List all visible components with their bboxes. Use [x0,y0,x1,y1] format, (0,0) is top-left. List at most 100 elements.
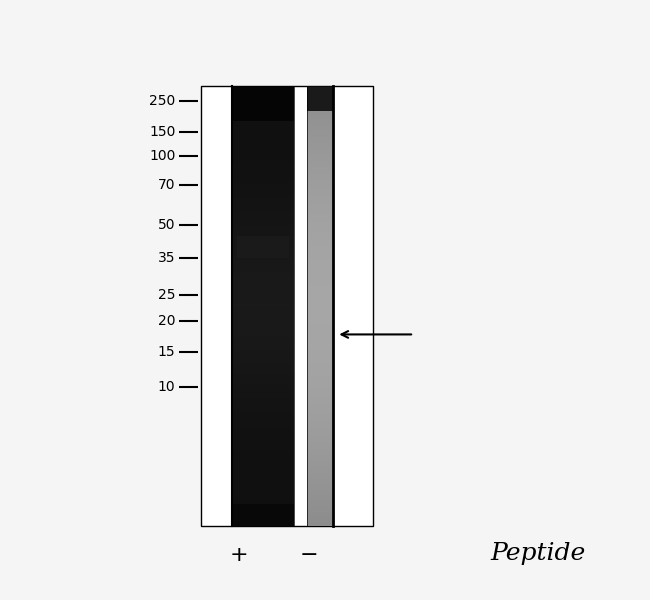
Bar [232,268,294,271]
Bar [307,356,333,359]
Bar [307,409,333,412]
Bar [232,453,294,455]
Bar [232,115,294,117]
Bar [232,392,294,394]
Bar [307,499,333,502]
Bar [307,158,333,161]
Bar [307,288,333,290]
Bar [307,128,333,130]
Bar [307,449,333,451]
Bar [307,124,333,125]
Bar [232,317,294,319]
Bar [307,407,333,409]
Bar [307,363,333,365]
Bar [307,482,333,484]
Bar [232,167,294,170]
Bar [307,455,333,458]
Bar [307,203,333,205]
Bar [307,262,333,264]
Bar [232,251,294,253]
Bar [232,422,294,425]
Bar [232,497,294,499]
Bar [307,462,333,464]
Bar [307,471,333,473]
Bar [232,205,294,207]
Bar [307,379,333,380]
Bar [232,495,294,497]
Bar [201,86,372,526]
Bar [307,253,333,256]
Bar [307,389,333,392]
Bar [307,323,333,326]
Bar [307,194,333,196]
Bar [232,396,294,398]
Bar [232,451,294,453]
Bar [307,446,333,449]
Bar [232,359,294,361]
Bar [307,510,333,512]
Bar [307,519,333,521]
Bar [307,223,333,224]
Bar [307,244,333,247]
Bar [307,429,333,431]
Bar [307,361,333,363]
Bar [232,462,294,464]
Bar [307,161,333,163]
Bar [232,412,294,413]
Bar [307,347,333,350]
Bar [307,431,333,433]
Bar [307,493,333,495]
Bar [307,475,333,477]
Bar [307,167,333,170]
Bar [307,416,333,418]
Bar [307,260,333,262]
Bar [307,385,333,387]
Bar [232,262,294,264]
Bar [307,86,333,526]
Bar [232,178,294,181]
Bar [232,517,294,519]
Bar [232,367,294,370]
Bar [307,231,333,233]
Bar [307,387,333,389]
Bar [307,367,333,370]
Bar [232,330,294,332]
Bar [307,442,333,445]
Bar [232,365,294,367]
Bar [232,343,294,346]
Bar [232,503,294,526]
Bar [232,458,294,460]
Bar [307,218,333,220]
Bar [232,455,294,458]
Bar [232,488,294,490]
Bar [232,398,294,400]
Bar [307,207,333,209]
Bar [232,110,294,112]
Bar [232,506,294,508]
Bar [232,387,294,389]
Bar [232,196,294,198]
Bar [307,86,333,88]
Bar [307,141,333,143]
Bar [232,233,294,236]
Bar [307,273,333,275]
Bar [232,436,294,438]
Bar [307,495,333,497]
Bar [307,106,333,108]
Bar [232,284,294,286]
Bar [307,227,333,229]
Bar [232,117,294,119]
Bar [232,238,294,240]
Bar [232,281,294,284]
Bar [307,112,333,115]
Bar [232,174,294,176]
Bar [307,181,333,183]
Bar [232,158,294,161]
Bar [307,343,333,346]
Bar [307,220,333,223]
Bar [232,370,294,372]
Bar [307,308,333,310]
Bar [307,115,333,117]
Bar [307,445,333,446]
Bar [232,304,294,306]
